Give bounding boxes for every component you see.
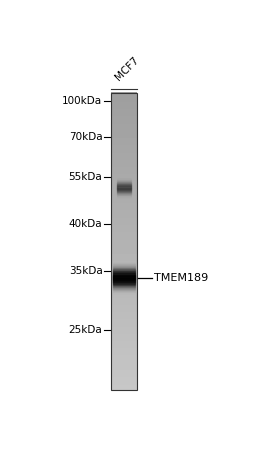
Text: 70kDa: 70kDa — [69, 132, 102, 141]
Text: MCF7: MCF7 — [113, 55, 141, 82]
Text: 25kDa: 25kDa — [69, 325, 102, 335]
Text: 55kDa: 55kDa — [69, 172, 102, 182]
Text: 40kDa: 40kDa — [69, 219, 102, 230]
Bar — [111, 93, 137, 390]
Text: 100kDa: 100kDa — [62, 96, 102, 106]
Text: 35kDa: 35kDa — [69, 267, 102, 276]
Text: TMEM189: TMEM189 — [154, 273, 208, 283]
